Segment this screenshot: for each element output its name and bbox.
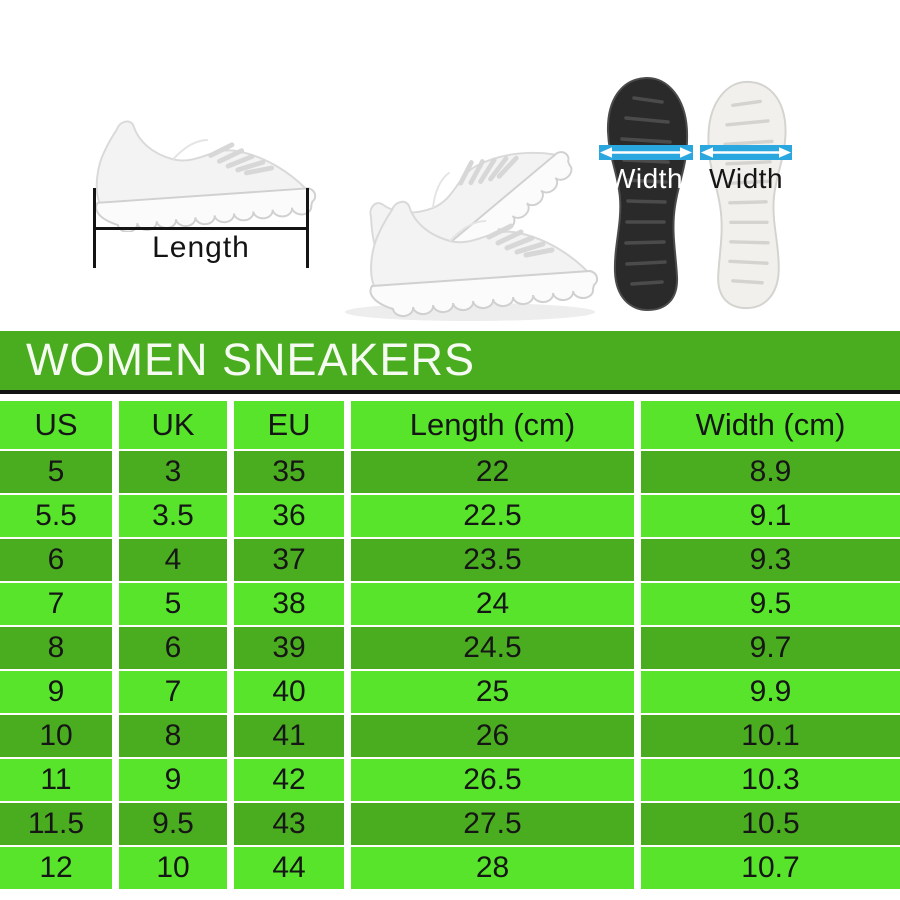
table-cell: 41 (234, 715, 344, 757)
table-cell: 10.7 (641, 847, 900, 889)
table-cell: 9.7 (641, 627, 900, 669)
table-cell: 11.5 (0, 803, 112, 845)
table-cell: 9.5 (119, 803, 227, 845)
table-cell: 5.5 (0, 495, 112, 537)
title-bar: WOMEN SNEAKERS (0, 331, 900, 394)
width-arrow-icon (599, 145, 693, 160)
white-sole-photo (706, 80, 788, 310)
table-cell: 36 (234, 495, 344, 537)
table-cell: 6 (119, 627, 227, 669)
table-cell: 26.5 (351, 759, 634, 801)
table-cell: 8.9 (641, 451, 900, 493)
table-cell: 40 (234, 671, 344, 713)
table-cell: 3 (119, 451, 227, 493)
table-cell: 11 (0, 759, 112, 801)
table-cell: 22.5 (351, 495, 634, 537)
table-cell: 35 (234, 451, 344, 493)
table-cell: 39 (234, 627, 344, 669)
table-cell: 25 (351, 671, 634, 713)
table-cell: 28 (351, 847, 634, 889)
page-title: WOMEN SNEAKERS (26, 334, 476, 385)
table-cell: 9.1 (641, 495, 900, 537)
table-cell: 7 (0, 583, 112, 625)
measurement-figures: Length Width Width (0, 0, 900, 331)
table-cell: 9 (119, 759, 227, 801)
table-cell: 27.5 (351, 803, 634, 845)
table-cell: 6 (0, 539, 112, 581)
column-header-us: US (0, 401, 112, 449)
table-cell: 10.1 (641, 715, 900, 757)
table-cell: 42 (234, 759, 344, 801)
table-cell: 22 (351, 451, 634, 493)
table-cell: 8 (119, 715, 227, 757)
column-header-eu: EU (234, 401, 344, 449)
table-cell: 43 (234, 803, 344, 845)
width-label: Width (608, 163, 684, 194)
sneaker-side-photo (86, 106, 318, 232)
sneaker-pair-photo (345, 84, 605, 321)
table-cell: 10 (119, 847, 227, 889)
table-cell: 7 (119, 671, 227, 713)
table-cell: 38 (234, 583, 344, 625)
length-dimension-line (93, 227, 309, 230)
size-table: US UK EU Length (cm) Width (cm) 5 3 35 2… (0, 401, 900, 889)
table-cell: 5 (0, 451, 112, 493)
table-cell: 26 (351, 715, 634, 757)
table-cell: 44 (234, 847, 344, 889)
table-cell: 3.5 (119, 495, 227, 537)
width-arrow-icon (700, 145, 792, 160)
table-cell: 4 (119, 539, 227, 581)
column-header-uk: UK (119, 401, 227, 449)
table-cell: 37 (234, 539, 344, 581)
length-label: Length (152, 231, 250, 264)
table-cell: 9.3 (641, 539, 900, 581)
table-cell: 12 (0, 847, 112, 889)
table-cell: 9.5 (641, 583, 900, 625)
width-label: Width (708, 163, 784, 194)
table-cell: 10.3 (641, 759, 900, 801)
table-cell: 10.5 (641, 803, 900, 845)
column-header-length: Length (cm) (351, 401, 634, 449)
table-cell: 9 (0, 671, 112, 713)
table-cell: 24 (351, 583, 634, 625)
table-cell: 23.5 (351, 539, 634, 581)
table-cell: 9.9 (641, 671, 900, 713)
table-cell: 10 (0, 715, 112, 757)
table-cell: 5 (119, 583, 227, 625)
table-cell: 24.5 (351, 627, 634, 669)
column-header-width: Width (cm) (641, 401, 900, 449)
table-cell: 8 (0, 627, 112, 669)
